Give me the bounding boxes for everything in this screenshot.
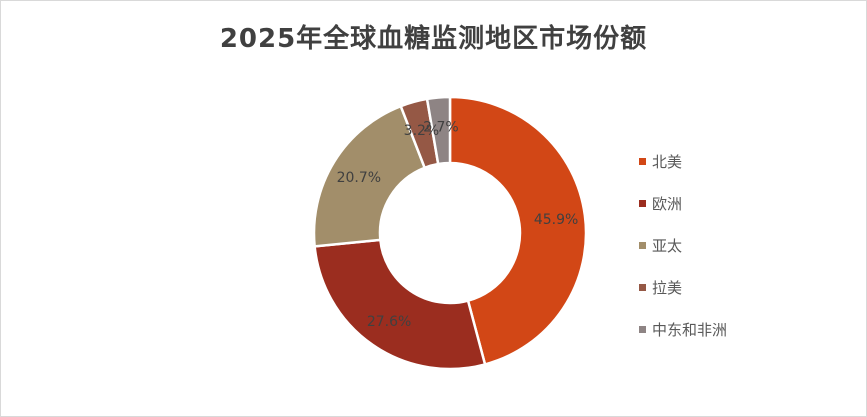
legend-swatch bbox=[639, 157, 646, 165]
data-label-3: 20.7% bbox=[337, 170, 381, 186]
legend-swatch bbox=[639, 241, 646, 249]
legend-label: 拉美 bbox=[652, 278, 683, 297]
legend-label: 北美 bbox=[652, 152, 683, 171]
legend-swatch bbox=[639, 283, 646, 291]
legend-item: 拉美 bbox=[639, 266, 727, 308]
legend-label: 欧洲 bbox=[652, 194, 683, 213]
data-label-4: 3.2% bbox=[404, 123, 440, 139]
legend-item: 北美 bbox=[639, 140, 727, 182]
donut-slices bbox=[312, 95, 588, 371]
legend-item: 中东和非洲 bbox=[639, 308, 727, 350]
data-labels: 45.9% 27.6% 20.7% 3.2%2.7% bbox=[337, 119, 579, 330]
donut-slice-2 bbox=[313, 238, 487, 371]
legend-item: 亚太 bbox=[639, 224, 727, 266]
legend-label: 亚太 bbox=[652, 236, 683, 255]
donut-slice-1 bbox=[448, 95, 588, 366]
data-label-2: 27.6% bbox=[367, 314, 411, 330]
chart-title: 2025年全球血糖监测地区市场份额 bbox=[219, 24, 648, 54]
data-label-5: 2.7% bbox=[423, 119, 459, 135]
legend: 北美欧洲亚太拉美中东和非洲 bbox=[639, 140, 727, 350]
legend-swatch bbox=[639, 325, 646, 333]
legend-item: 欧洲 bbox=[639, 182, 727, 224]
donut-slice-3 bbox=[312, 104, 427, 248]
legend-label: 中东和非洲 bbox=[652, 320, 728, 339]
data-label-1: 45.9% bbox=[534, 212, 578, 228]
donut-slice-5 bbox=[425, 95, 452, 166]
legend-swatch bbox=[639, 199, 646, 207]
